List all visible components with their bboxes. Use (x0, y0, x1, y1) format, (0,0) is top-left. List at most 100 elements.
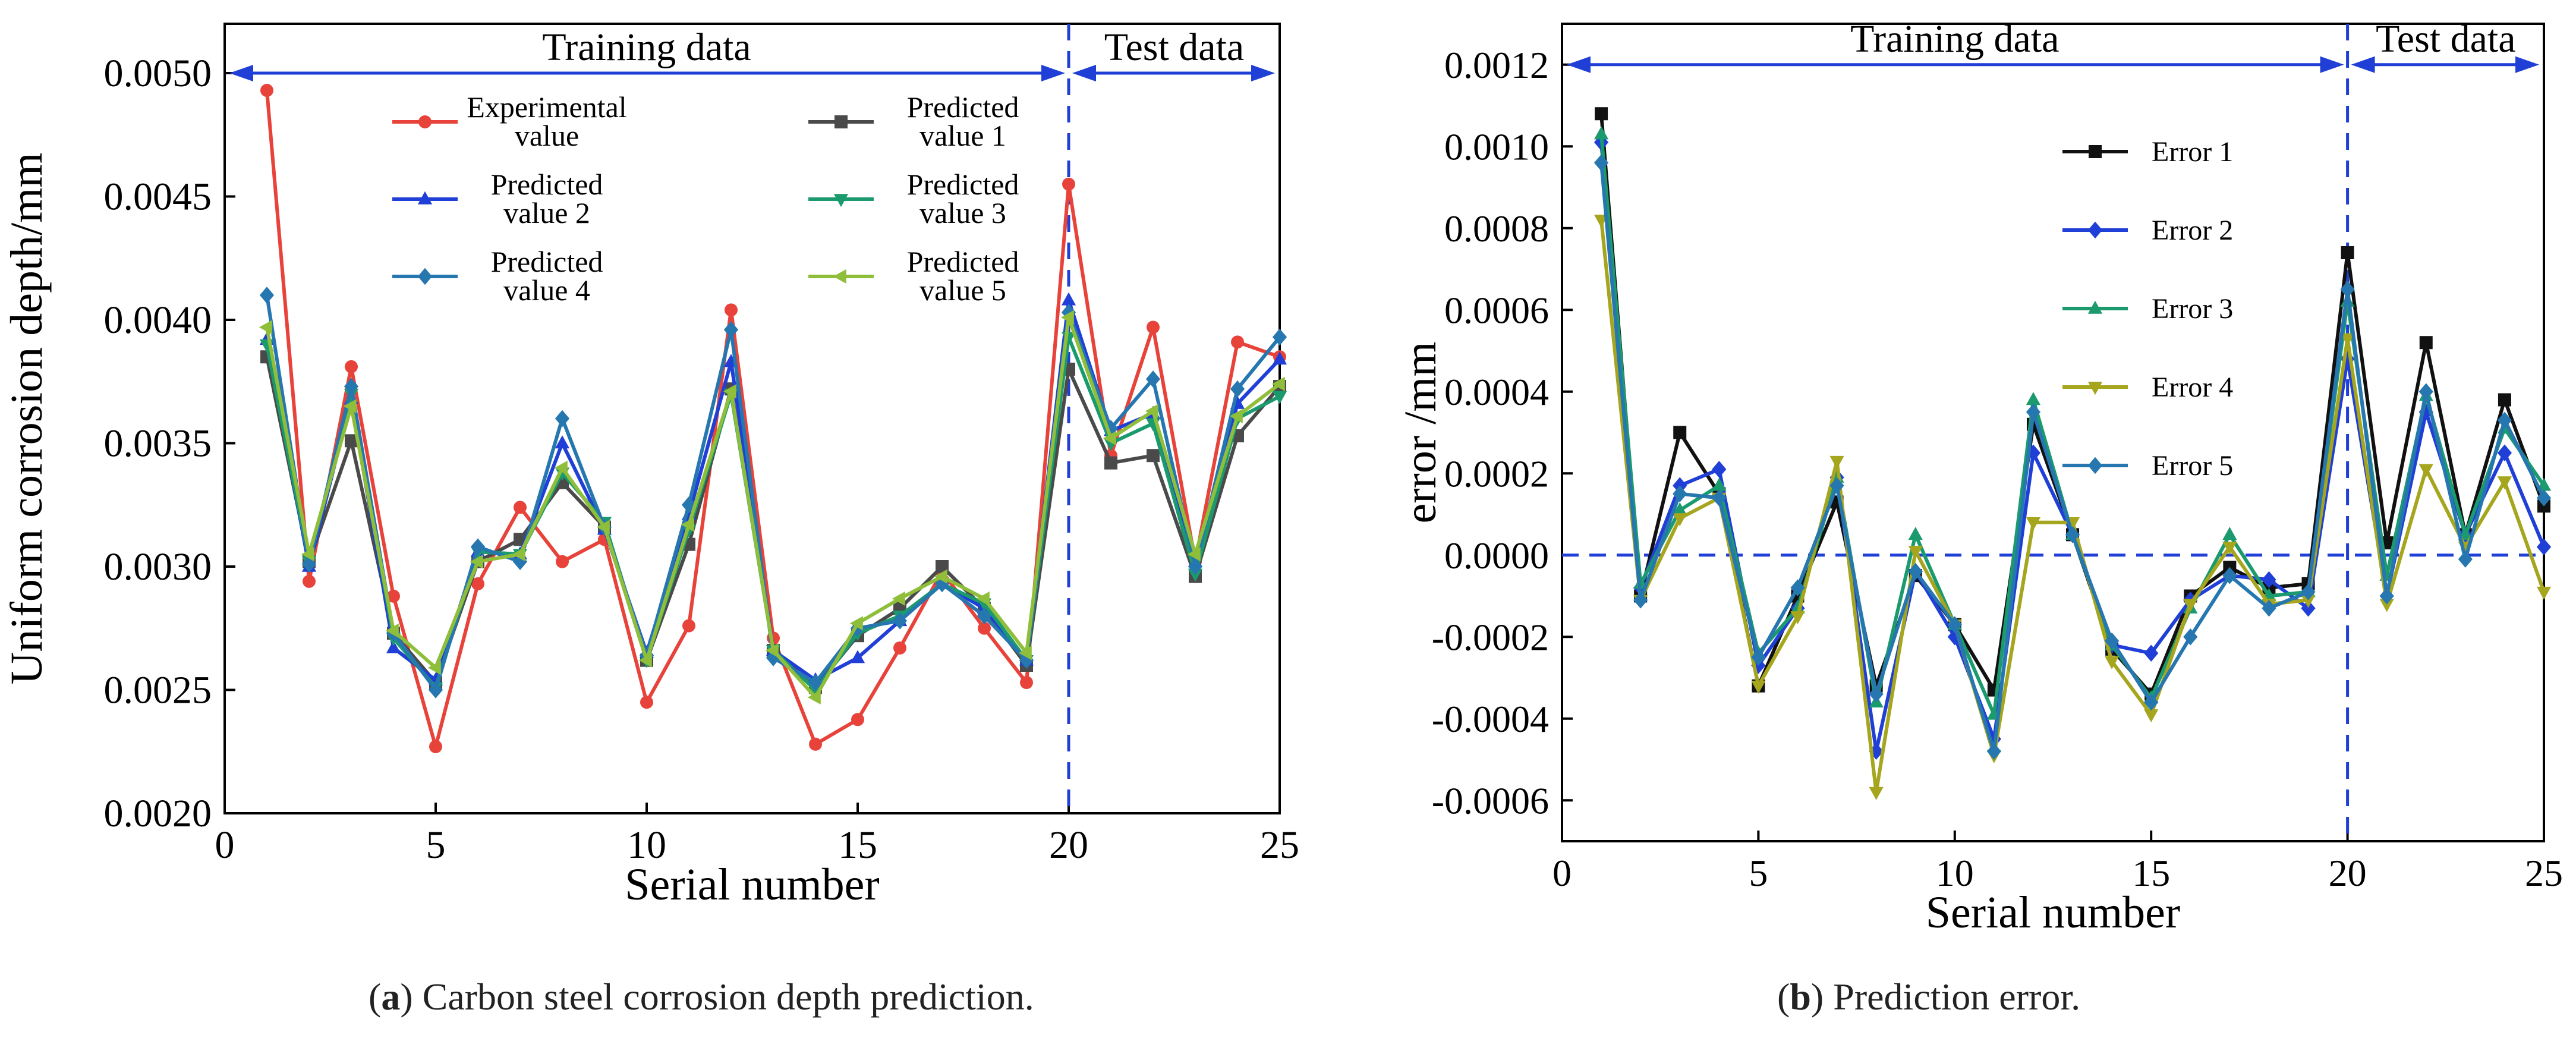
data-point (1188, 568, 1203, 582)
x-tick-label: 0 (215, 823, 235, 867)
plot-frame (223, 23, 1281, 814)
data-point (1104, 456, 1117, 470)
y-tick-label: -0.0004 (1432, 698, 1549, 740)
legend-swatch-marker (833, 269, 846, 284)
data-point (1751, 680, 1766, 694)
data-point (2418, 464, 2433, 477)
data-point (725, 303, 738, 317)
legend-swatch-marker (833, 194, 849, 207)
x-tick-label: 10 (627, 823, 666, 867)
caption-b-text: Prediction error. (1824, 976, 2081, 1018)
data-point (428, 681, 443, 699)
data-point (1147, 320, 1160, 334)
y-tick-label: 0.0012 (1444, 44, 1549, 86)
data-point (1712, 477, 1727, 491)
region-label-test: Test data (2376, 17, 2515, 61)
series-predicted-value-5 (259, 310, 1285, 705)
data-point (2183, 628, 2198, 646)
data-point (2026, 392, 2041, 405)
data-point (1145, 404, 1158, 419)
data-point (2379, 599, 2394, 612)
data-point (2379, 587, 2394, 605)
legend-label-line1: Predicted (907, 90, 1019, 124)
legend-label-line1: Predicted (491, 245, 603, 278)
series-error-2 (1594, 134, 2552, 760)
legend-label-line1: Predicted (907, 245, 1019, 278)
data-point (385, 623, 399, 638)
data-point (1673, 426, 1687, 439)
data-point (766, 649, 781, 666)
training-arrow-head-left (1567, 56, 1591, 73)
legend-swatch-marker (2087, 300, 2103, 314)
x-tick-label: 20 (2329, 852, 2367, 894)
legend-label: Error 2 (2152, 215, 2233, 246)
caption-a: (a) Carbon steel corrosion depth predict… (369, 976, 1034, 1018)
data-point (386, 640, 401, 653)
data-point (2301, 595, 2316, 608)
y-tick-label: 0.0010 (1444, 125, 1549, 168)
test-arrow-head-right (2515, 56, 2539, 73)
data-point (2419, 336, 2433, 350)
series-error-3 (1594, 126, 2552, 720)
y-tick-label: 0.0020 (104, 792, 212, 835)
data-point (1018, 646, 1032, 660)
data-point (259, 320, 272, 335)
y-tick-label: -0.0002 (1432, 616, 1549, 658)
data-point (1790, 600, 1805, 614)
legend-swatch-marker (834, 115, 848, 128)
data-point (1829, 455, 1844, 469)
data-point (2536, 538, 2552, 556)
data-point (1908, 546, 1923, 559)
data-point (2222, 542, 2237, 555)
y-tick-label: -0.0006 (1432, 779, 1549, 822)
data-point (1272, 351, 1287, 365)
x-tick-label: 10 (1936, 852, 1974, 894)
data-point (2340, 281, 2355, 298)
y-tick-label: 0.0050 (104, 52, 212, 95)
data-point (2341, 246, 2354, 259)
data-point (345, 360, 358, 373)
data-point (1062, 177, 1075, 191)
legend-label-line2: value 5 (919, 273, 1006, 307)
data-point (1060, 310, 1074, 325)
data-point (1790, 579, 1805, 597)
data-point (1230, 380, 1245, 398)
data-point (2497, 444, 2512, 462)
data-point (808, 674, 823, 691)
data-point (429, 740, 442, 753)
data-point (1019, 652, 1034, 669)
data-point (2026, 403, 2041, 421)
series-predicted-value-4 (259, 287, 1287, 699)
y-axis-label: error /mm (1396, 341, 1446, 523)
data-point (556, 555, 569, 568)
data-point (892, 612, 908, 630)
y-tick-label: 0.0002 (1444, 452, 1549, 495)
data-point (1869, 685, 1884, 703)
legend-label: Error 1 (2152, 136, 2233, 168)
data-point (976, 591, 990, 606)
region-label-training: Training data (1850, 17, 2059, 61)
test-arrow-head-left (2351, 56, 2375, 73)
data-point (387, 589, 400, 603)
data-point (892, 591, 905, 606)
data-point (640, 696, 653, 709)
legend-label-line2: value 4 (503, 273, 590, 307)
legend-label-line1: Experimental (467, 90, 626, 124)
data-point (1673, 485, 1687, 502)
data-point (1061, 292, 1076, 306)
data-point (260, 84, 273, 97)
data-point (850, 619, 865, 637)
data-point (1187, 547, 1201, 562)
y-tick-label: 0.0006 (1444, 289, 1549, 331)
x-tick-label: 25 (1260, 823, 1299, 867)
data-point (1947, 616, 1962, 633)
data-point (2144, 693, 2159, 711)
data-point (723, 384, 736, 399)
data-point (1271, 376, 1285, 391)
legend-swatch-marker (418, 115, 432, 128)
data-point (2301, 599, 2316, 617)
data-point (1633, 592, 1648, 609)
data-point (978, 621, 991, 635)
data-point (2536, 586, 2552, 600)
